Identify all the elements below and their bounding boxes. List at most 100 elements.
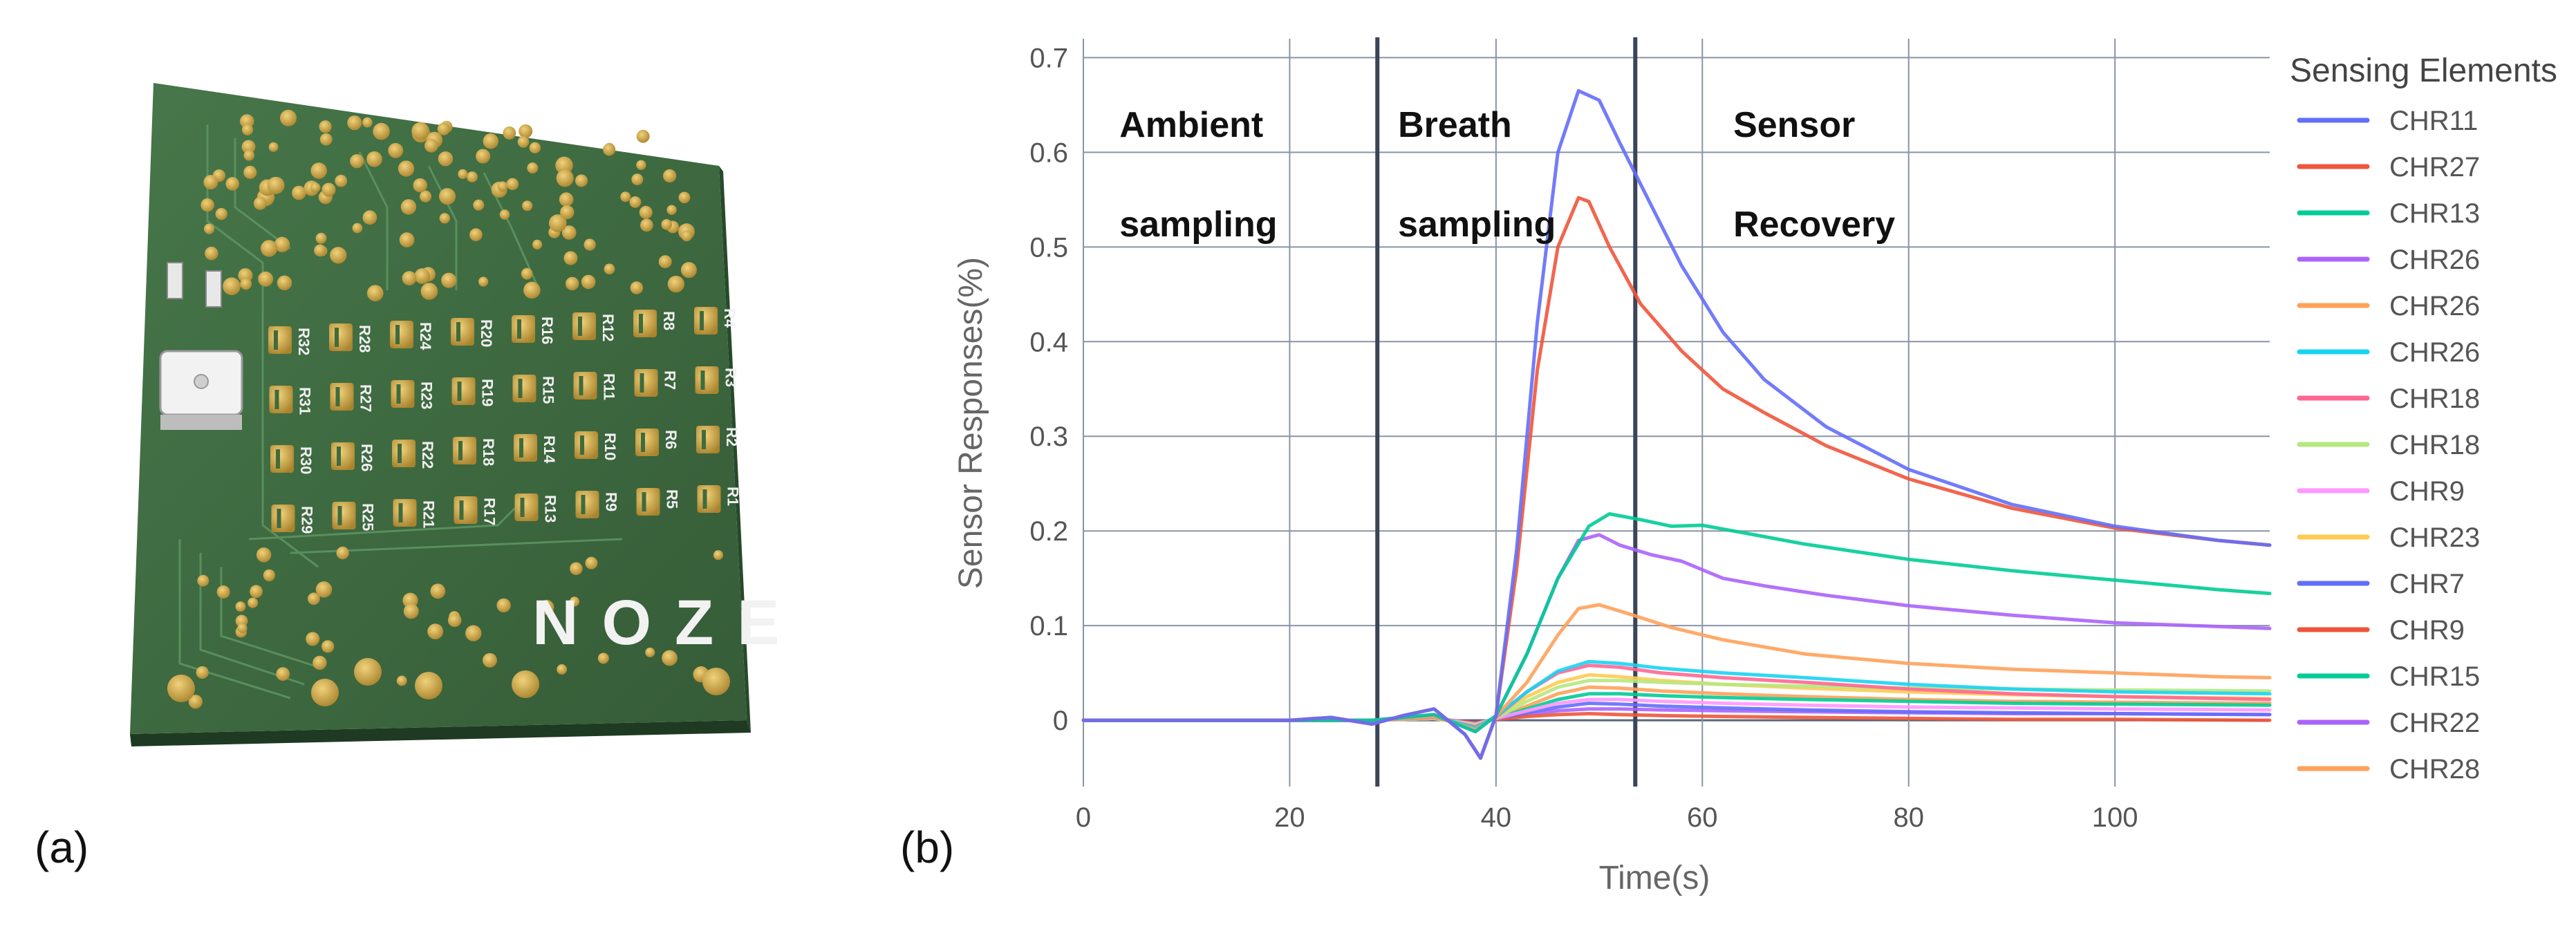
pcb-via <box>519 124 533 138</box>
resistor-pad-gap <box>640 373 644 393</box>
pcb-via <box>205 246 218 261</box>
resistor-label: R28 <box>356 325 373 352</box>
pcb-via <box>662 169 677 183</box>
resistor-label: R29 <box>299 506 316 534</box>
pcb-via <box>314 244 326 257</box>
resistor-pad <box>271 505 295 532</box>
pcb-via <box>557 664 568 675</box>
series-line-chr11 <box>1081 88 2272 760</box>
resistor-pad <box>573 372 597 399</box>
resistor-pad <box>454 496 478 524</box>
y-tick-label: 0.4 <box>1029 327 1068 357</box>
resistor-label: R1 <box>725 487 742 506</box>
resistor-pad-gap <box>274 390 279 409</box>
y-tick-label: 0.5 <box>1029 232 1068 263</box>
resistor-pad <box>390 321 413 348</box>
pcb-via <box>532 239 543 250</box>
pcb-via <box>523 281 541 299</box>
resistor-pad-gap <box>337 446 341 466</box>
pcb-via <box>439 188 456 205</box>
pcb-via <box>522 200 533 211</box>
pcb-via <box>197 574 209 587</box>
pcb-via <box>419 190 432 203</box>
pcb-via <box>506 178 519 191</box>
resistor-pad-gap <box>456 322 460 341</box>
pcb-via <box>396 675 407 686</box>
resistor-pad <box>453 437 476 464</box>
pcb-via <box>476 149 491 164</box>
pcb-via <box>527 162 539 174</box>
x-tick-label: 60 <box>1687 802 1718 833</box>
resistor-label: R32 <box>295 328 312 355</box>
pcb-via <box>636 160 646 170</box>
resistor-label: R5 <box>664 489 681 509</box>
resistor-label: R15 <box>540 376 557 404</box>
pcb-via <box>563 251 578 265</box>
pcb-via <box>427 623 444 640</box>
pcb-via <box>258 271 274 287</box>
pcb-mount-pad <box>354 658 382 686</box>
pcb-via <box>256 547 272 563</box>
pcb-via <box>347 115 362 131</box>
resistor-pad-gap <box>398 503 403 523</box>
pcb-via <box>566 276 579 291</box>
pcb-via <box>315 232 327 244</box>
resistor-pad <box>694 307 718 335</box>
y-tick-label: 0 <box>1053 706 1068 736</box>
pcb-via <box>517 136 530 148</box>
pcb-mount-pad <box>702 668 730 695</box>
phase-label: sampling <box>1119 205 1277 245</box>
resistor-pad-gap <box>274 330 278 350</box>
legend-item: CHR18 <box>2389 384 2480 414</box>
pcb-illustration: R32 R31 R30 R29 R28 R27 R26 R25 R24 R23 R22 R21 R20 R… <box>35 83 803 872</box>
resistor-pad <box>393 499 417 527</box>
pcb-via <box>503 126 516 140</box>
pcb-via <box>373 122 390 140</box>
pcb-via <box>661 219 673 230</box>
pcb-mount-pad <box>415 672 442 699</box>
resistor-label: R24 <box>417 322 434 350</box>
resistor-pad-gap <box>700 370 705 390</box>
pcb-via <box>366 285 384 302</box>
legend-item: CHR15 <box>2389 661 2480 692</box>
pcb-via <box>604 263 615 275</box>
resistor-label: R11 <box>601 373 618 400</box>
legend-item: CHR23 <box>2389 523 2480 553</box>
resistor-pad <box>331 442 355 470</box>
resistor-pad-gap <box>642 492 646 511</box>
pcb-via <box>306 632 320 646</box>
y-tick-label: 0.3 <box>1029 422 1068 452</box>
phase-labels: Ambient sampling Breath sampling Sensor Recov… <box>1119 105 1895 245</box>
resistor-pad <box>269 386 293 413</box>
pcb-via <box>658 255 672 269</box>
resistor-pad <box>633 310 657 337</box>
pcb-via <box>414 268 431 284</box>
resistor-label: R26 <box>358 444 375 471</box>
pcb-via <box>403 603 419 619</box>
resistor-pad <box>575 491 599 518</box>
resistor-pad-gap <box>580 435 584 455</box>
resistor-pad <box>697 485 721 513</box>
pcb-via <box>268 142 279 152</box>
pcb-via <box>680 262 697 279</box>
phase-label: Sensor <box>1733 105 1855 145</box>
pcb-via <box>292 185 306 200</box>
resistor-label: R30 <box>297 446 315 474</box>
resistor-label: R10 <box>601 433 619 460</box>
phase-label: Ambient <box>1119 105 1263 145</box>
resistor-pad-gap <box>702 489 707 509</box>
pcb-via <box>400 199 417 215</box>
resistor-pad <box>329 323 353 351</box>
resistor-pad <box>514 434 537 462</box>
resistor-pad <box>634 369 658 397</box>
pcb-board-edge <box>130 720 751 746</box>
pcb-via <box>559 192 574 207</box>
pcb-via <box>666 205 677 215</box>
phase-label: Breath <box>1398 105 1512 145</box>
resistor-label: R7 <box>662 370 679 390</box>
legend-item: CHR11 <box>2389 106 2478 136</box>
pcb-via <box>569 596 580 607</box>
x-tick-label: 20 <box>1274 802 1305 833</box>
pcb-via <box>240 114 254 129</box>
pcb-logo: NOZE <box>532 587 803 658</box>
